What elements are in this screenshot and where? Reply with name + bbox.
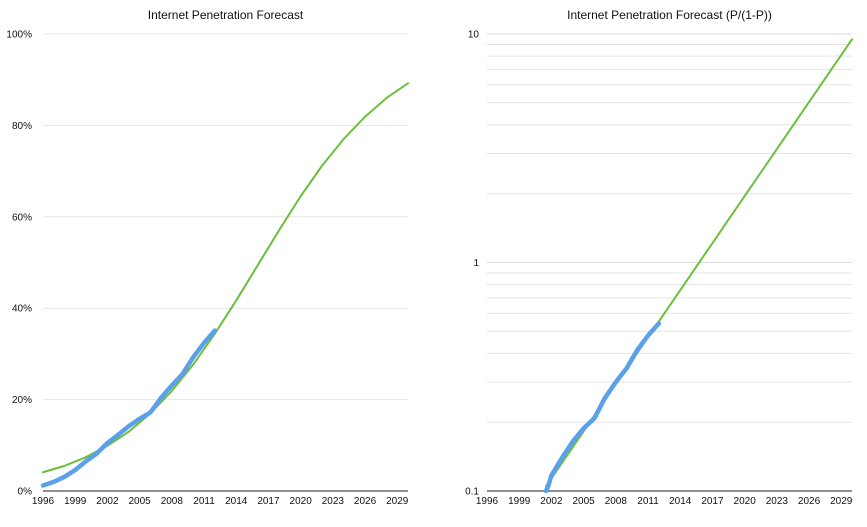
x-tick-label: 2020	[290, 496, 313, 507]
x-tick-label: 2005	[128, 496, 151, 507]
y-tick-label: 0.1	[465, 487, 479, 498]
x-tick-label: 2017	[701, 496, 724, 507]
chart-panel-odds-log: Internet Penetration Forecast (P/(1-P)) 0…	[465, 8, 853, 507]
x-tick-label: 2017	[257, 496, 280, 507]
x-tick-label: 2020	[734, 496, 757, 507]
x-tick-label: 2026	[354, 496, 377, 507]
series-line-forecast	[42, 82, 409, 474]
y-tick-label: 20%	[12, 395, 32, 406]
y-tick-label: 100%	[6, 30, 32, 41]
x-tick-label: 2026	[798, 496, 821, 507]
x-tick-label: 2011	[193, 496, 215, 507]
chart-title: Internet Penetration Forecast	[148, 8, 304, 22]
chart-title: Internet Penetration Forecast (P/(1-P))	[567, 8, 772, 22]
x-tick-label: 2029	[830, 496, 853, 507]
x-tick-label: 1999	[508, 496, 531, 507]
chart-panel-penetration: Internet Penetration Forecast 0% 20% 40% 60%…	[6, 8, 409, 507]
series-line-actual	[40, 328, 218, 488]
x-tick-label: 2023	[766, 496, 789, 507]
y-tick-label: 0%	[18, 487, 33, 498]
y-tick-label: 1	[473, 258, 479, 269]
y-tick-label: 60%	[12, 212, 32, 223]
x-tick-label: 2014	[225, 496, 248, 507]
x-tick-label: 2008	[605, 496, 628, 507]
x-tick-label: 2023	[322, 496, 345, 507]
y-tick-label: 40%	[12, 304, 32, 315]
x-tick-label: 2002	[540, 496, 563, 507]
y-tick-label: 80%	[12, 121, 32, 132]
x-tick-label: 2029	[386, 496, 409, 507]
x-tick-label: 1996	[32, 496, 55, 507]
x-tick-label: 2014	[669, 496, 692, 507]
x-tick-label: 2005	[572, 496, 595, 507]
x-tick-label: 2008	[161, 496, 184, 507]
series-line-actual	[543, 321, 662, 494]
x-tick-label: 1996	[476, 496, 499, 507]
x-tick-label: 2011	[637, 496, 659, 507]
x-tick-label: 2002	[96, 496, 119, 507]
y-tick-label: 10	[468, 30, 480, 41]
x-tick-label: 1999	[64, 496, 87, 507]
